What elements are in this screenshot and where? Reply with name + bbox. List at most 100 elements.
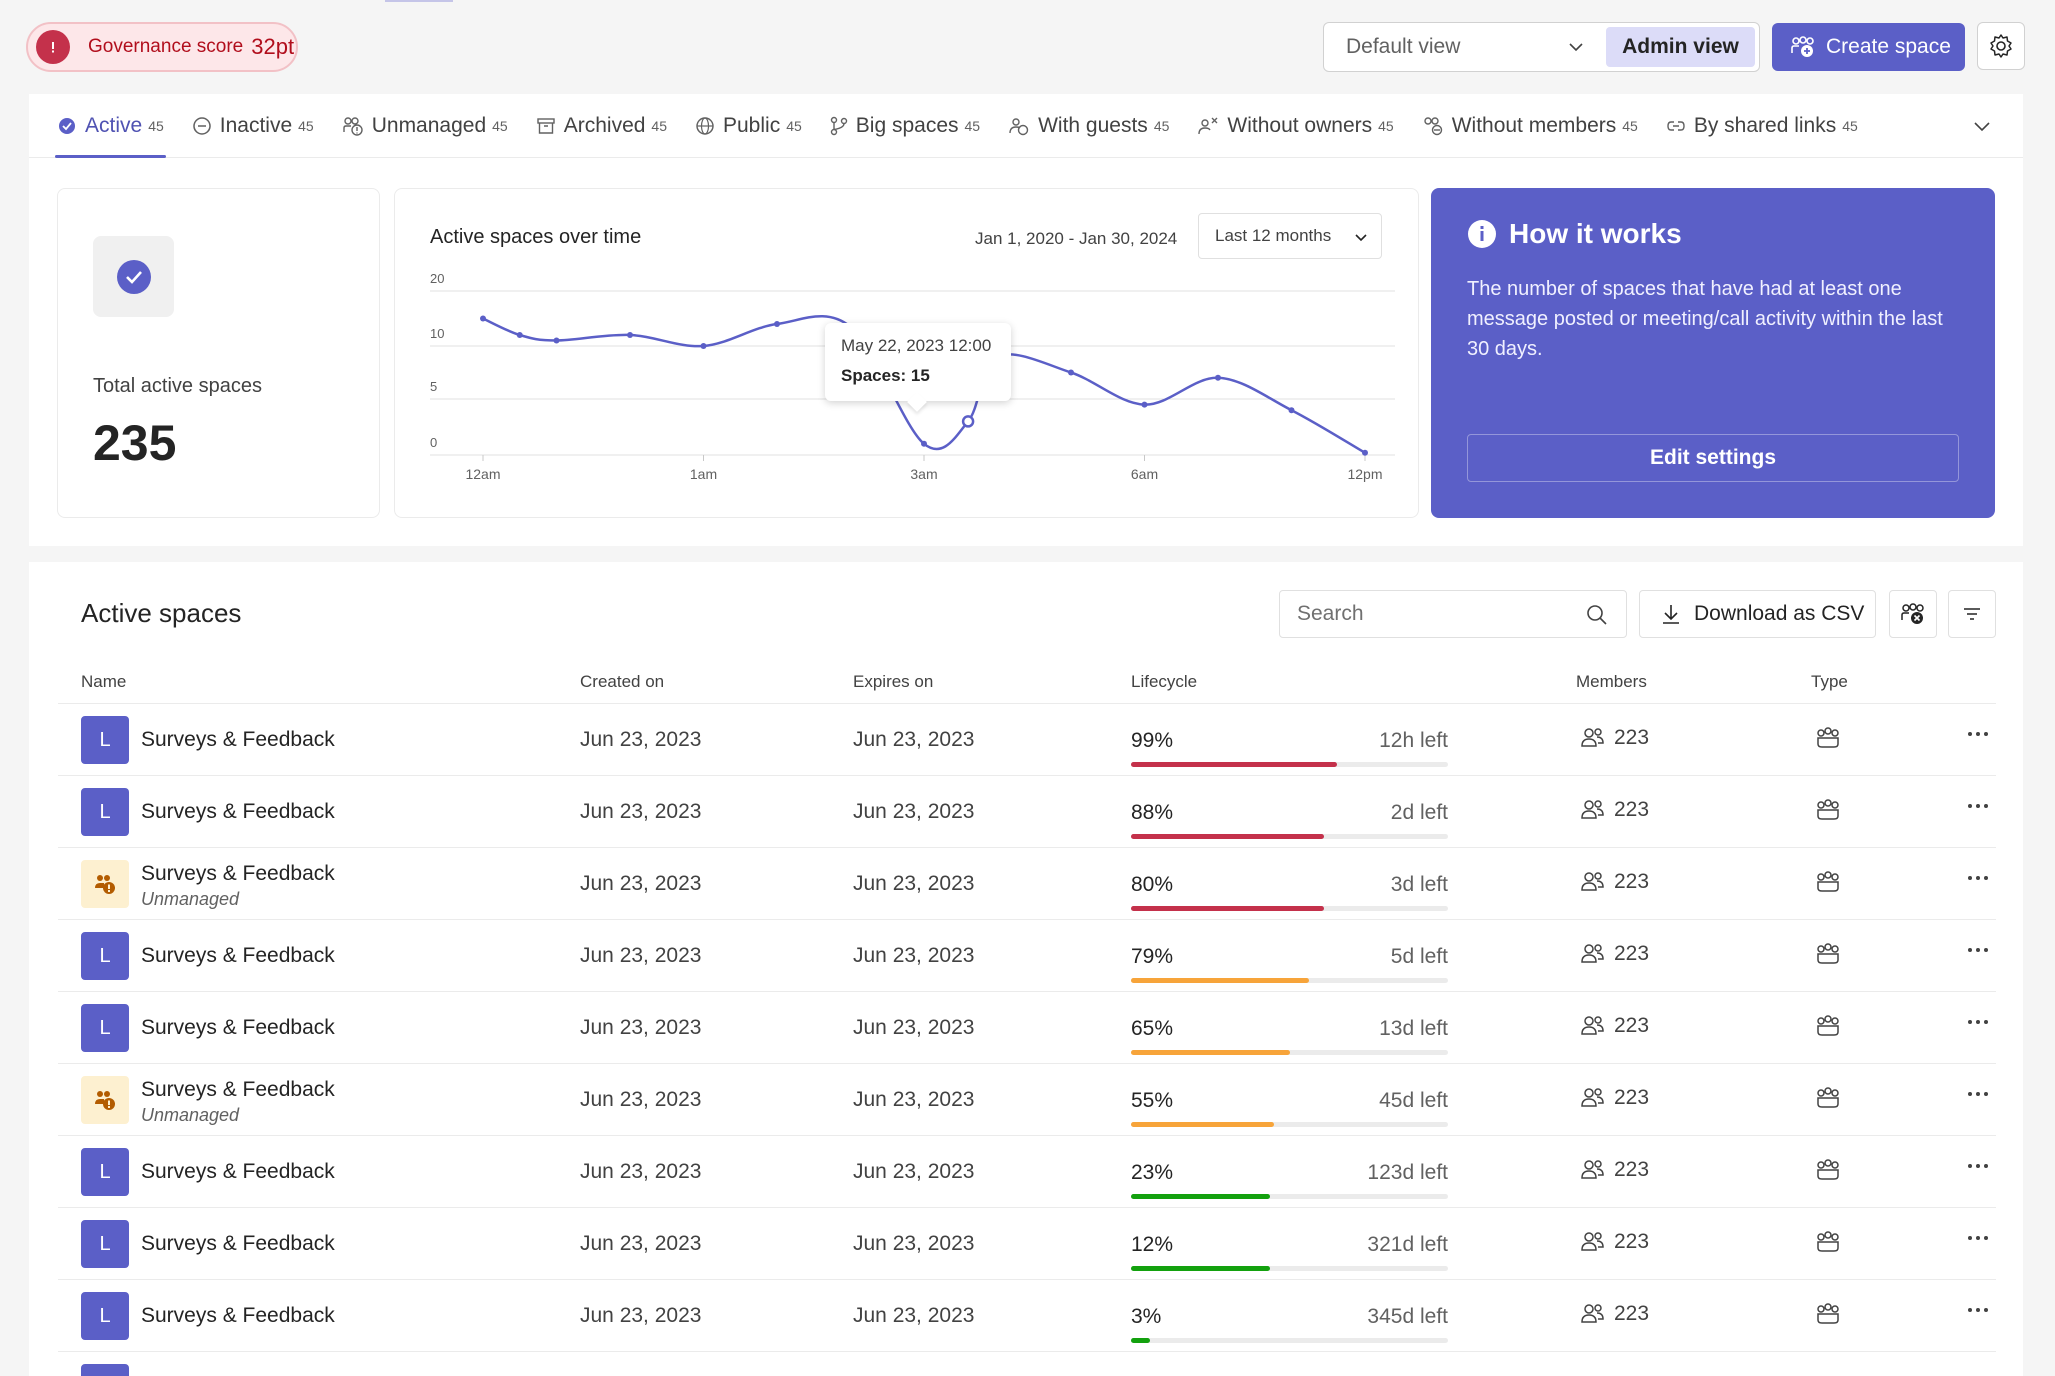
space-name[interactable]: Surveys & Feedback <box>141 944 335 967</box>
tab-count: 45 <box>1378 117 1394 134</box>
members-count: 223 <box>1580 1302 1649 1326</box>
tab-big-spaces[interactable]: Big spaces 45 <box>830 94 980 158</box>
data-point <box>1362 449 1368 456</box>
column-type[interactable]: Type <box>1811 672 1848 691</box>
space-name[interactable]: Surveys & Feedback <box>141 1232 335 1255</box>
status-tabs: Active 45 Inactive 45 Unmanaged 45 Archi… <box>29 94 2023 158</box>
members-count: 223 <box>1580 1014 1649 1038</box>
column-expires[interactable]: Expires on <box>853 672 934 691</box>
more-options-icon[interactable] <box>1966 1306 1990 1314</box>
avatar-letter: L <box>99 944 111 967</box>
members-value: 223 <box>1614 1302 1650 1325</box>
admin-view-button[interactable]: Admin view <box>1606 27 1755 67</box>
space-avatar: L <box>81 1004 129 1052</box>
column-lifecycle[interactable]: Lifecycle <box>1131 672 1198 691</box>
space-name[interactable]: Surveys & Feedback <box>141 728 335 751</box>
column-members[interactable]: Members <box>1576 672 1647 691</box>
download-csv-button[interactable]: Download as CSV <box>1639 590 1876 638</box>
more-options-icon[interactable] <box>1966 730 1990 738</box>
space-name[interactable]: Surveys & Feedback <box>141 800 335 823</box>
table-row[interactable]: L Surveys & Feedback Jun 23, 2023 Jun 23… <box>58 776 1996 848</box>
space-name[interactable]: Surveys & Feedback <box>141 1304 335 1327</box>
lifecycle-bar-fill <box>1131 1338 1151 1343</box>
edit-settings-button[interactable]: Edit settings <box>1467 434 1959 482</box>
lifecycle-bar <box>1131 1338 1448 1343</box>
more-options-icon[interactable] <box>1966 946 1990 954</box>
lifecycle-percent: 12% <box>1131 1233 1174 1256</box>
tab-unmanaged[interactable]: Unmanaged 45 <box>342 94 508 158</box>
more-tabs-chevron-icon[interactable] <box>1971 116 1993 136</box>
members-value: 223 <box>1614 870 1650 893</box>
created-on: Jun 23, 2023 <box>580 1232 702 1255</box>
lifecycle-bar <box>1131 762 1448 767</box>
lifecycle-percent: 88% <box>1131 801 1174 824</box>
table-row[interactable]: L Surveys & Feedback Jun 23, 2023 Jun 23… <box>58 992 1996 1064</box>
space-avatar: L <box>81 1292 129 1340</box>
settings-button[interactable] <box>1977 22 2025 70</box>
people-icon <box>1580 1014 1606 1038</box>
space-name[interactable]: Surveys & Feedback <box>141 862 335 885</box>
members-count: 223 <box>1580 1230 1649 1254</box>
more-options-icon[interactable] <box>1966 874 1990 882</box>
lifecycle-time-left: 123d left <box>1367 1161 1448 1184</box>
expires-on: Jun 23, 2023 <box>853 728 975 751</box>
tooltip-value: Spaces: 15 <box>841 366 930 385</box>
data-point <box>1288 407 1295 414</box>
period-select[interactable]: Last 12 months <box>1198 213 1382 259</box>
info-icon <box>1467 219 1497 249</box>
x-tick-label: 1am <box>690 466 717 482</box>
space-name[interactable]: Surveys & Feedback <box>141 1160 335 1183</box>
tab-active[interactable]: Active 45 <box>55 94 166 158</box>
column-name[interactable]: Name <box>81 672 127 691</box>
table-row[interactable] <box>58 1352 1996 1376</box>
table-row[interactable]: L Surveys & Feedback Jun 23, 2023 Jun 23… <box>58 1280 1996 1352</box>
lifecycle-bar-fill <box>1131 1194 1271 1199</box>
team-type-icon <box>1815 942 1841 966</box>
members-value: 223 <box>1614 1230 1650 1253</box>
space-name[interactable]: Surveys & Feedback <box>141 1078 335 1101</box>
more-options-icon[interactable] <box>1966 1234 1990 1242</box>
minus-circle-icon <box>192 116 212 136</box>
tab-with-guests[interactable]: With guests 45 <box>1008 94 1169 158</box>
table-row[interactable]: Surveys & Feedback Unmanaged Jun 23, 202… <box>58 1064 1996 1136</box>
tab-public[interactable]: Public 45 <box>695 94 802 158</box>
filter-button[interactable] <box>1948 590 1996 638</box>
governance-score-badge[interactable]: Governance score 32pt <box>26 22 298 72</box>
table-row[interactable]: L Surveys & Feedback Jun 23, 2023 Jun 23… <box>58 1208 1996 1280</box>
tab-count: 45 <box>1622 117 1638 134</box>
tab-inactive[interactable]: Inactive 45 <box>192 94 314 158</box>
expires-on: Jun 23, 2023 <box>853 1088 975 1111</box>
tab-without-members[interactable]: Without members 45 <box>1422 94 1638 158</box>
create-space-button[interactable]: Create space <box>1772 23 1965 71</box>
highlight-point <box>961 415 975 428</box>
more-options-icon[interactable] <box>1966 1090 1990 1098</box>
guest-icon <box>1008 116 1030 136</box>
more-options-icon[interactable] <box>1966 802 1990 810</box>
lifecycle-time-left: 3d left <box>1390 873 1448 896</box>
filter-icon <box>1961 603 1983 625</box>
view-select-value[interactable]: Default view <box>1346 35 1461 58</box>
table-row[interactable]: Surveys & Feedback Unmanaged Jun 23, 202… <box>58 848 1996 920</box>
more-options-icon[interactable] <box>1966 1018 1990 1026</box>
manage-people-button[interactable] <box>1889 590 1937 638</box>
table-row[interactable]: L Surveys & Feedback Jun 23, 2023 Jun 23… <box>58 1136 1996 1208</box>
view-selector[interactable]: Default view Admin view <box>1323 22 1760 72</box>
data-point <box>480 315 486 322</box>
more-options-icon[interactable] <box>1966 1162 1990 1170</box>
tab-count: 45 <box>1153 117 1170 134</box>
table-row[interactable]: L Surveys & Feedback Jun 23, 2023 Jun 23… <box>58 920 1996 992</box>
download-icon <box>1660 603 1682 625</box>
space-name[interactable]: Surveys & Feedback <box>141 1016 335 1039</box>
gear-icon <box>1988 33 2014 59</box>
lifecycle-bar <box>1131 1194 1448 1199</box>
tab-without-owners[interactable]: Without owners 45 <box>1197 94 1394 158</box>
tab-archived[interactable]: Archived 45 <box>536 94 667 158</box>
column-created[interactable]: Created on <box>580 672 665 691</box>
lifecycle-bar <box>1131 834 1448 839</box>
people-icon <box>1580 1086 1606 1110</box>
overview-panel: Active 45 Inactive 45 Unmanaged 45 Archi… <box>29 94 2023 546</box>
members-count: 223 <box>1580 942 1649 966</box>
search-input[interactable]: Search <box>1279 590 1627 638</box>
table-row[interactable]: L Surveys & Feedback Jun 23, 2023 Jun 23… <box>58 704 1996 776</box>
tab-by-shared-links[interactable]: By shared links 45 <box>1666 94 1858 158</box>
